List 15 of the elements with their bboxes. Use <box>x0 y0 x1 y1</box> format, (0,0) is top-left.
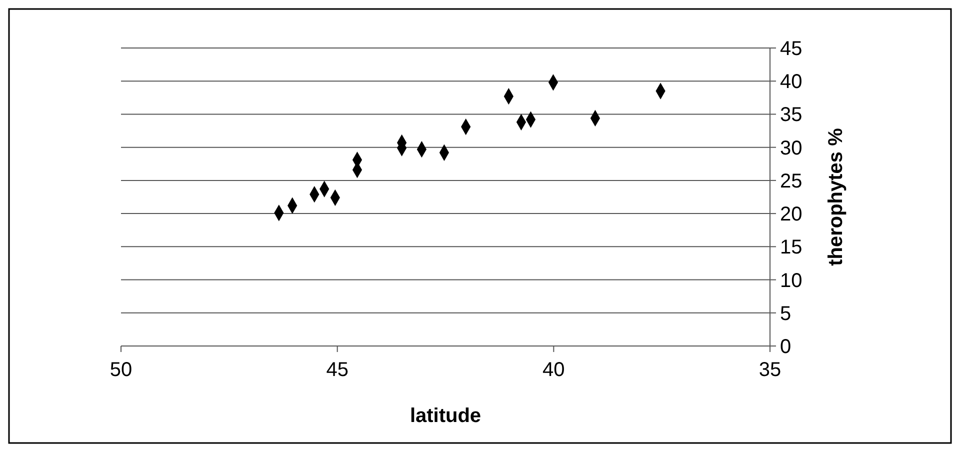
x-axis-title: latitude <box>410 405 482 427</box>
x-tick-label: 50 <box>110 359 132 381</box>
y-tick-label: 40 <box>780 71 802 94</box>
y-tick-label: 15 <box>780 236 802 259</box>
x-tick-label: 40 <box>542 359 565 381</box>
y-axis-title: therophytes % <box>825 128 847 266</box>
y-tick-label: 45 <box>780 38 802 60</box>
y-tick-label: 5 <box>780 302 792 325</box>
y-tick-label: 10 <box>780 270 802 292</box>
y-tick-label: 30 <box>780 137 802 160</box>
x-tick-label: 45 <box>326 359 348 381</box>
y-tick-label: 0 <box>780 336 792 358</box>
y-tick-label: 35 <box>780 104 802 126</box>
y-tick-label: 25 <box>780 170 802 192</box>
y-tick-label: 20 <box>780 204 802 226</box>
